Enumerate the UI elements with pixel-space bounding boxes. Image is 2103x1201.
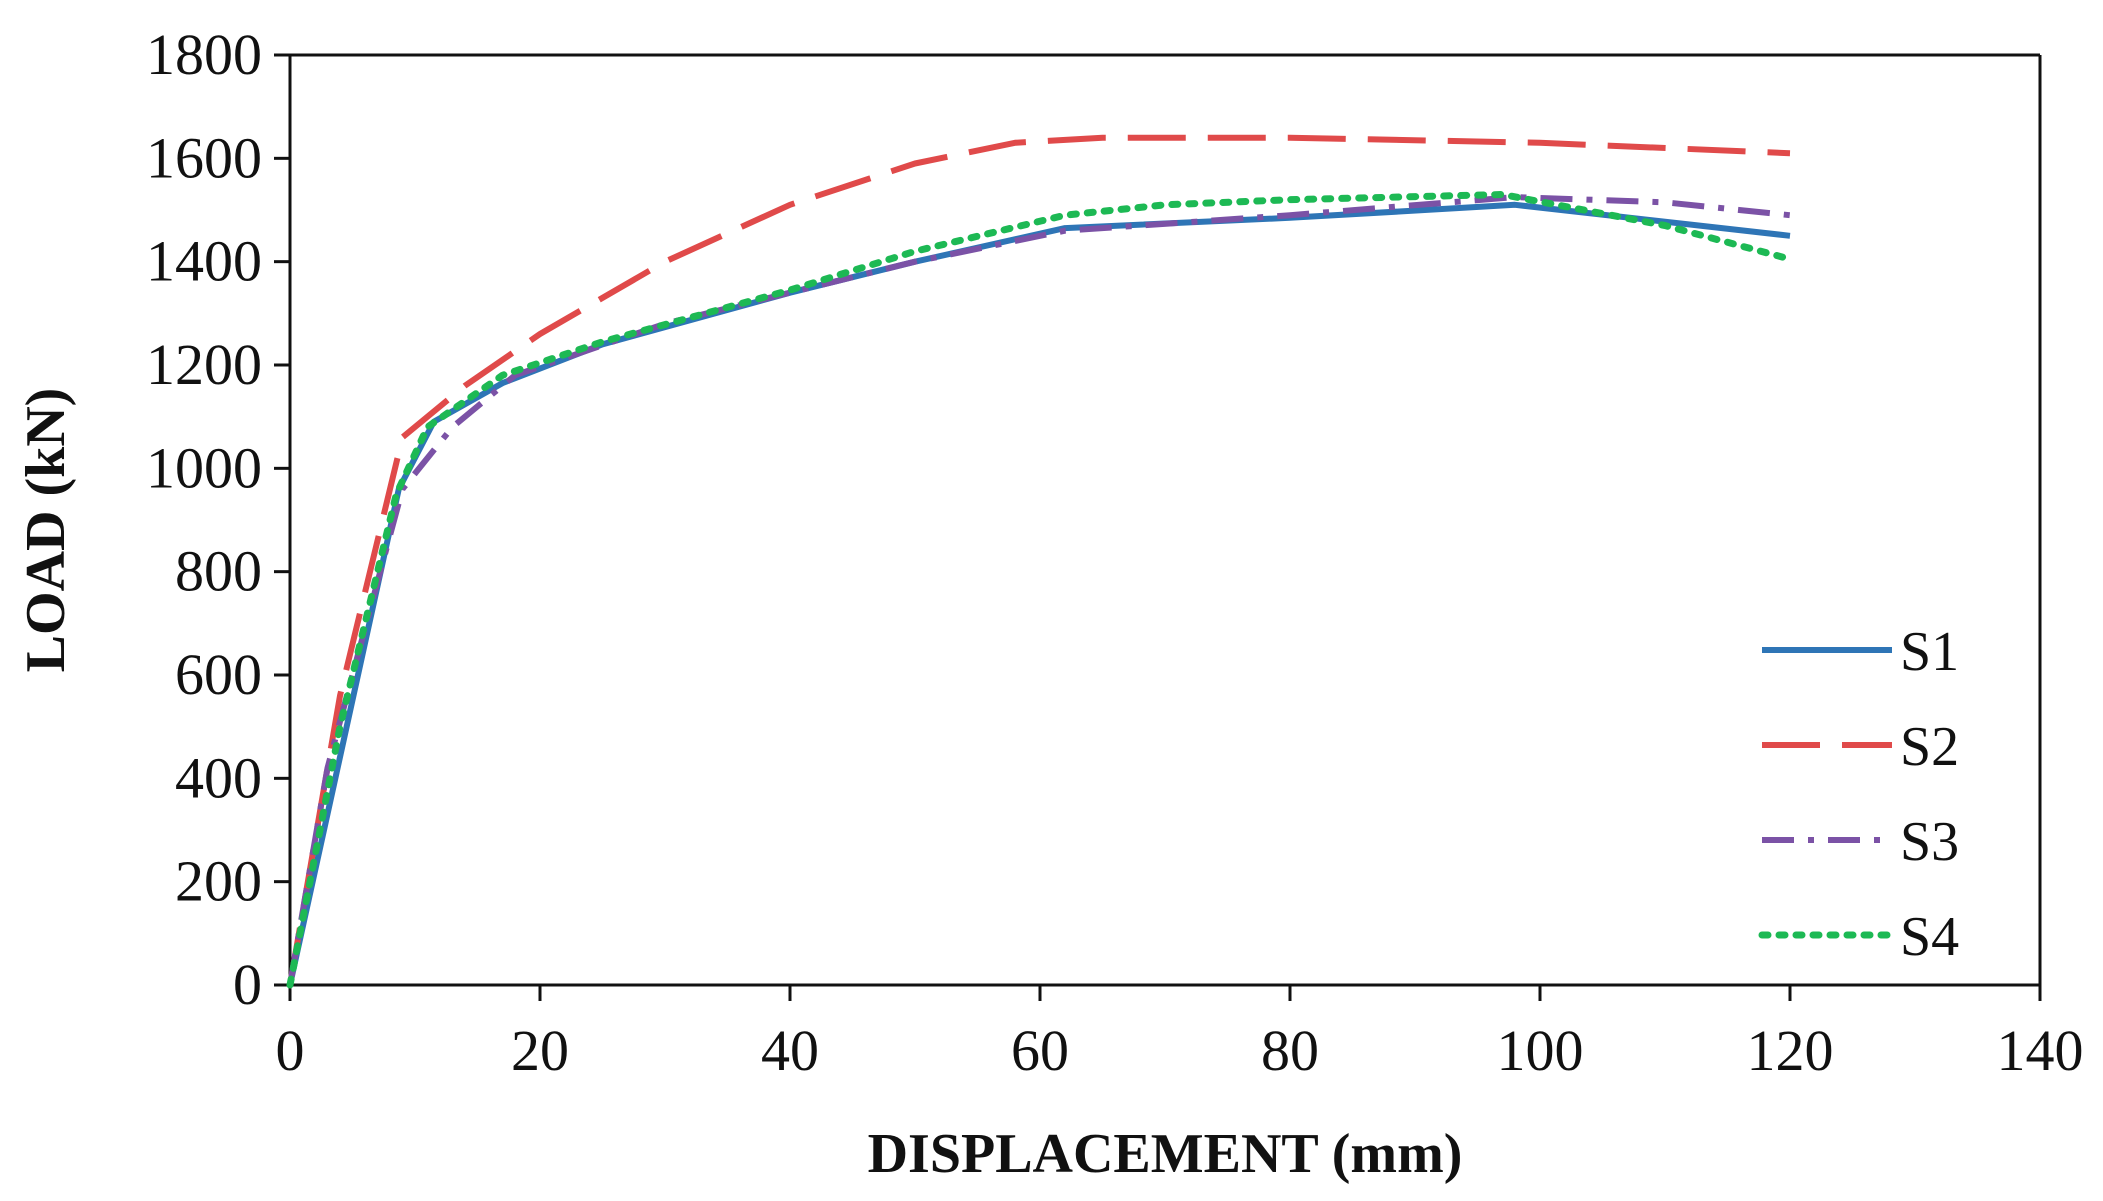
series-line-s4: [286, 191, 1794, 989]
x-tick-label: 0: [276, 1018, 305, 1083]
y-tick-label: 400: [175, 745, 262, 810]
x-tick-label: 80: [1261, 1018, 1319, 1083]
y-tick-label: 200: [175, 849, 262, 914]
series-line-s3: [287, 194, 1791, 986]
x-axis-ticks: 0 20 40 60 80 100 120 140: [276, 985, 2084, 1083]
y-axis-title: LOAD (kN): [15, 388, 77, 673]
y-tick-label: 0: [233, 952, 262, 1017]
y-tick-label: 800: [175, 539, 262, 604]
x-tick-label: 140: [1997, 1018, 2084, 1083]
y-tick-label: 1800: [146, 22, 262, 87]
legend-label-s4: S4: [1900, 906, 1959, 968]
legend: S1 S2 S3 S4: [1758, 621, 1959, 968]
series-line-s1: [287, 201, 1791, 986]
legend-label-s1: S1: [1900, 621, 1959, 683]
series-layer: [286, 134, 1794, 989]
x-tick-label: 60: [1011, 1018, 1069, 1083]
y-tick-label: 1600: [146, 125, 262, 190]
x-tick-label: 100: [1497, 1018, 1584, 1083]
x-tick-label: 20: [511, 1018, 569, 1083]
y-tick-label: 1400: [146, 229, 262, 294]
x-tick-label: 40: [761, 1018, 819, 1083]
y-tick-label: 1000: [146, 435, 262, 500]
x-axis-title: DISPLACEMENT (mm): [868, 1123, 1463, 1185]
axes: [288, 53, 2042, 987]
y-tick-label: 1200: [146, 332, 262, 397]
y-tick-label: 600: [175, 642, 262, 707]
legend-label-s3: S3: [1900, 811, 1959, 873]
x-tick-label: 120: [1747, 1018, 1834, 1083]
y-axis-ticks: 0 200 400 600 800 1000 1200 1400 1600 1800: [146, 22, 290, 1017]
legend-label-s2: S2: [1900, 716, 1959, 778]
series-line-s2: [287, 134, 1791, 986]
